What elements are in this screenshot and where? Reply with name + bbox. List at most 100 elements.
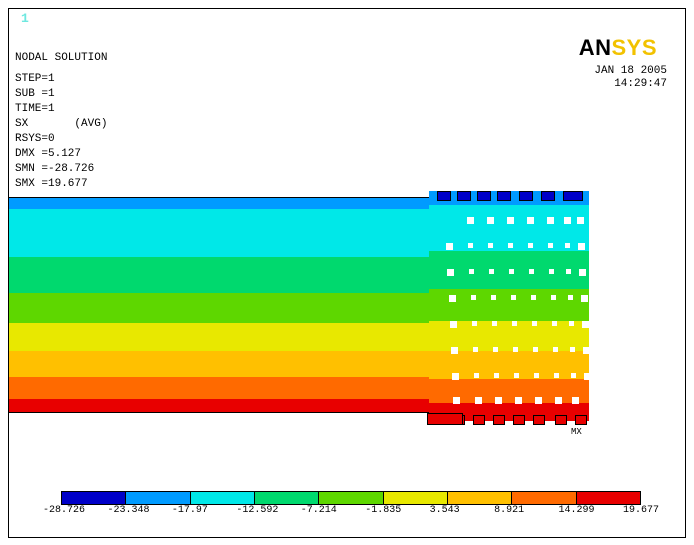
info-line: TIME=1	[15, 102, 107, 117]
color-legend: -28.726-17.97-7.2143.54314.299-23.348-12…	[61, 491, 641, 519]
mesh-node	[446, 243, 453, 250]
ansys-viewport: 1 NODAL SOLUTION STEP=1 SUB =1 TIME=1 SX…	[8, 8, 686, 538]
mesh-node	[582, 321, 589, 328]
legend-label: -23.348	[107, 505, 149, 516]
legend-label: 3.543	[430, 505, 460, 516]
contour-band	[9, 293, 429, 323]
boundary-dash	[519, 191, 533, 201]
mesh-node	[447, 269, 454, 276]
contour-band	[9, 323, 429, 351]
mesh-node	[467, 217, 474, 224]
mesh-node	[453, 397, 460, 404]
boundary-dash	[575, 415, 587, 425]
logo-n: N	[595, 35, 611, 60]
mesh-node	[581, 295, 588, 302]
time-label: 14:29:47	[594, 78, 667, 91]
mesh-node	[547, 217, 554, 224]
plot-outline	[9, 197, 429, 198]
boundary-dash	[477, 191, 491, 201]
mesh-node	[452, 373, 459, 380]
legend-label: -7.214	[301, 505, 337, 516]
legend-segment	[512, 492, 576, 504]
info-line: SX (AVG)	[15, 117, 107, 132]
mesh-node	[531, 295, 536, 300]
mesh-node	[495, 397, 502, 404]
mesh-node	[514, 373, 519, 378]
mesh-node	[549, 269, 554, 274]
boundary-dash	[457, 191, 471, 201]
mesh-node	[566, 269, 571, 274]
mesh-node	[475, 397, 482, 404]
boundary-dash	[497, 191, 511, 201]
mesh-node	[472, 321, 477, 326]
mesh-node	[527, 217, 534, 224]
mesh-node	[511, 295, 516, 300]
boundary-dash	[493, 415, 505, 425]
boundary-dash	[555, 415, 567, 425]
contour-band	[9, 209, 429, 257]
legend-segment	[191, 492, 255, 504]
legend-label: 8.921	[494, 505, 524, 516]
mesh-node	[473, 347, 478, 352]
info-line: DMX =5.127	[15, 147, 107, 162]
mesh-node	[569, 321, 574, 326]
boundary-dash	[541, 191, 555, 201]
contour-band	[429, 289, 589, 321]
boundary-dash	[437, 191, 451, 201]
info-line: RSYS=0	[15, 132, 107, 147]
mesh-node	[555, 397, 562, 404]
info-line: STEP=1	[15, 72, 107, 87]
legend-label: -28.726	[43, 505, 85, 516]
mesh-node	[512, 321, 517, 326]
mesh-node	[528, 243, 533, 248]
mesh-node	[583, 347, 590, 354]
mesh-node	[572, 397, 579, 404]
mesh-node	[493, 347, 498, 352]
mesh-node	[552, 321, 557, 326]
mesh-node	[532, 321, 537, 326]
solution-info: NODAL SOLUTION STEP=1 SUB =1 TIME=1 SX (…	[15, 51, 107, 192]
legend-labels: -28.726-17.97-7.2143.54314.299-23.348-12…	[61, 505, 641, 519]
mesh-node	[513, 347, 518, 352]
mesh-node	[494, 373, 499, 378]
mesh-node	[451, 347, 458, 354]
date-label: JAN 18 2005	[594, 65, 667, 78]
info-line: SMN =-28.726	[15, 162, 107, 177]
boundary-dash	[533, 415, 545, 425]
legend-bar	[61, 491, 641, 505]
viewport-number: 1	[21, 11, 29, 26]
mesh-node	[568, 295, 573, 300]
mesh-node	[469, 269, 474, 274]
mesh-node	[491, 295, 496, 300]
info-line: SMX =19.677	[15, 177, 107, 192]
mesh-node	[554, 373, 559, 378]
legend-label: 14.299	[559, 505, 595, 516]
mesh-node	[553, 347, 558, 352]
mesh-node	[551, 295, 556, 300]
contour-band	[9, 351, 429, 377]
legend-segment	[255, 492, 319, 504]
mesh-fragment	[427, 413, 463, 425]
mesh-node	[533, 347, 538, 352]
logo-sys: SYS	[611, 35, 657, 60]
mesh-node	[507, 217, 514, 224]
legend-segment	[577, 492, 641, 504]
contour-plot: MN MX	[9, 197, 589, 419]
mesh-node	[508, 243, 513, 248]
legend-segment	[319, 492, 383, 504]
mesh-node	[474, 373, 479, 378]
contour-band	[9, 197, 429, 209]
logo-a: A	[579, 35, 595, 60]
mesh-node	[488, 243, 493, 248]
boundary-dash	[563, 191, 583, 201]
mesh-node	[534, 373, 539, 378]
info-line: SUB =1	[15, 87, 107, 102]
legend-segment	[126, 492, 190, 504]
mesh-node	[492, 321, 497, 326]
legend-label: -1.835	[365, 505, 401, 516]
mesh-node	[471, 295, 476, 300]
legend-label: -17.97	[172, 505, 208, 516]
mesh-node	[489, 269, 494, 274]
mesh-node	[571, 373, 576, 378]
mesh-node	[548, 243, 553, 248]
